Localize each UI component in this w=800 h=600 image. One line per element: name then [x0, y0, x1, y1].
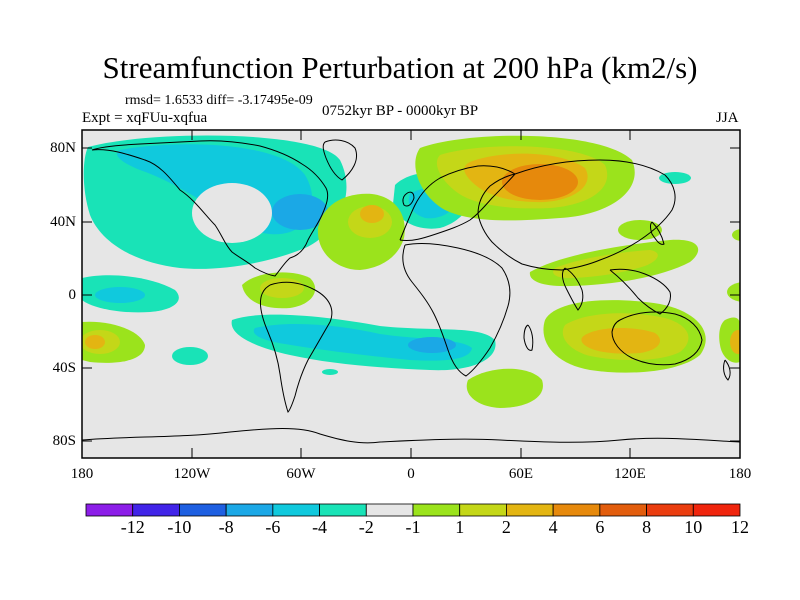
colorbar-swatch	[646, 503, 694, 517]
coast-africa	[402, 243, 511, 377]
colorbar-swatch	[412, 503, 461, 517]
lon-label-120w: 120W	[173, 466, 211, 482]
contour-cpac-south-pos-max	[85, 335, 105, 349]
contour-south-neg-mid	[253, 323, 472, 361]
colorbar-swatch	[692, 503, 741, 517]
lat-label-40s: 40S	[52, 360, 76, 376]
colorbar-swatch	[179, 503, 227, 517]
colorbar-label: -2	[358, 517, 374, 537]
coast-india	[562, 267, 584, 311]
contour-na-core	[272, 194, 328, 230]
colorbar-label: 8	[642, 517, 652, 537]
contour-sio-pos	[466, 368, 543, 408]
lat-label-80s: 80S	[52, 433, 76, 449]
season-label: JJA	[716, 110, 739, 126]
coast-antarctica	[82, 428, 740, 444]
rmsd-diff-stats: rmsd= 1.6533 diff= -3.17495e-09	[125, 93, 313, 108]
colorbar-label: 6	[595, 517, 605, 537]
coast-japan	[650, 221, 665, 245]
contour-nepac-neg	[659, 172, 691, 184]
colorbar-label: -10	[167, 517, 192, 537]
colorbar-label: -1	[405, 517, 421, 537]
colorbar-label: 12	[731, 517, 749, 537]
lon-label-180w: 180	[70, 466, 94, 482]
colorbar-label: -8	[218, 517, 234, 537]
colorbar-swatch	[319, 503, 367, 517]
contour-wpac-north-pos	[732, 229, 740, 241]
coast-new-zealand	[723, 359, 731, 381]
colorbar-label: -4	[312, 517, 328, 537]
colorbar-swatch	[132, 503, 180, 517]
colorbar-label: 4	[548, 517, 558, 537]
contour-trop-pac-neg-core	[95, 287, 145, 303]
colorbar-swatch	[365, 503, 414, 517]
coast-southeast-asia	[609, 268, 671, 315]
coast-madagascar	[523, 324, 534, 351]
contour-wpac-pos	[727, 282, 740, 302]
coast-australia	[611, 311, 703, 366]
colorbar-label: -12	[120, 517, 145, 537]
coast-north-america	[91, 140, 329, 277]
contour-aus-inner	[581, 327, 660, 354]
contour-eurasia-core	[502, 164, 578, 200]
contour-japan-pos	[618, 220, 662, 240]
colorbar-label: 1	[455, 517, 465, 537]
lon-label-120e: 120E	[614, 466, 646, 482]
colorbar-swatch	[599, 503, 647, 517]
time-period-label: 0752kyr BP - 0000kyr BP	[322, 103, 479, 119]
coast-asia	[477, 159, 676, 271]
experiment-label: Expt = xqFUu-xqfua	[82, 110, 208, 126]
contour-na-hole	[192, 183, 272, 243]
colorbar-swatch	[85, 503, 134, 517]
colorbar-label: 10	[684, 517, 703, 537]
colorbar-swatch	[552, 503, 601, 517]
lat-label-0: 0	[68, 287, 77, 303]
contour-sa-coast-neg	[322, 369, 338, 375]
contour-epac-neg	[172, 347, 208, 365]
lon-label-60w: 60W	[286, 466, 316, 482]
lat-ticks	[82, 147, 740, 442]
lat-label-40n: 40N	[50, 214, 76, 230]
colorbar	[85, 503, 741, 517]
lon-label-180e: 180	[728, 466, 752, 482]
lon-label-60e: 60E	[508, 466, 534, 482]
lat-label-80n: 80N	[50, 140, 76, 156]
coast-uk	[402, 191, 415, 207]
coastlines	[82, 139, 740, 444]
coast-greenland	[322, 139, 357, 181]
colorbar-swatch	[225, 503, 274, 517]
colorbar-swatch	[272, 503, 320, 517]
colorbar-swatch	[459, 503, 507, 517]
plot-title: Streamfunction Perturbation at 200 hPa (…	[102, 50, 698, 85]
contour-med-pos-max	[360, 205, 384, 223]
contour-eastasia-pos-core	[553, 250, 658, 278]
lon-ticks	[81, 130, 741, 458]
colorbar-swatch	[506, 503, 554, 517]
contour-fields	[82, 135, 740, 408]
colorbar-label: -6	[265, 517, 281, 537]
coast-south-america	[259, 281, 333, 413]
lon-label-0: 0	[407, 466, 415, 482]
contour-south-neg-core	[408, 337, 456, 353]
colorbar-label: 2	[501, 517, 511, 537]
contour-epac-south-pos-core	[730, 330, 740, 354]
